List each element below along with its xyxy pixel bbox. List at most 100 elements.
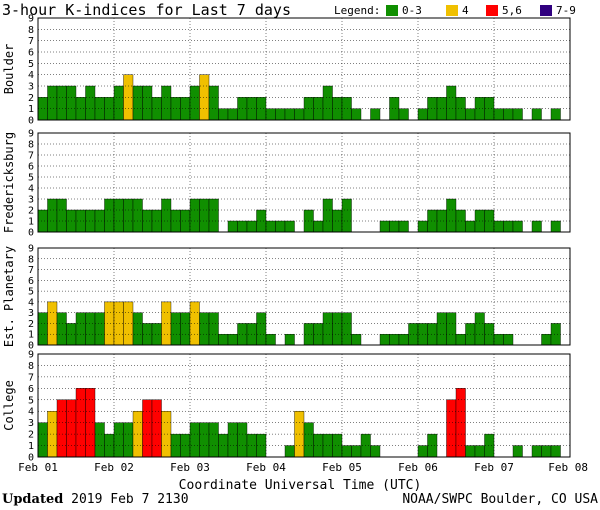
- bar: [66, 85, 77, 121]
- panel-label-est-planetary: Est. Planetary: [2, 246, 16, 347]
- bar: [503, 334, 514, 346]
- legend-item-4: 4: [462, 4, 469, 17]
- bar: [237, 220, 248, 233]
- bar: [379, 334, 390, 346]
- bar: [294, 108, 305, 121]
- bar: [208, 312, 219, 346]
- y-tick-label: 8: [28, 361, 34, 372]
- bar: [541, 445, 552, 458]
- bar: [94, 312, 105, 346]
- bar: [142, 399, 153, 458]
- bar: [322, 85, 333, 121]
- y-tick-label: 7: [28, 265, 34, 276]
- bar: [446, 399, 457, 458]
- bar: [85, 85, 96, 121]
- panel-fredericksburg-frame: [37, 132, 571, 233]
- bar: [170, 312, 181, 346]
- bar: [332, 312, 343, 346]
- bar: [47, 411, 58, 458]
- bar: [531, 220, 542, 233]
- bar: [446, 198, 457, 233]
- y-tick-label: 0: [28, 116, 34, 127]
- bar: [550, 108, 561, 121]
- bar: [227, 108, 238, 121]
- bar: [541, 334, 552, 346]
- bar: [341, 312, 352, 346]
- bar: [265, 220, 276, 233]
- bar: [227, 334, 238, 346]
- bar: [284, 445, 295, 458]
- bar: [161, 85, 172, 121]
- bar: [123, 198, 134, 233]
- panel-est-planetary-frame: [37, 247, 571, 346]
- legend-label: Legend:: [334, 4, 381, 17]
- bar: [275, 108, 286, 121]
- panel-college-frame: [37, 353, 571, 458]
- y-tick-label: 9: [28, 14, 34, 25]
- y-tick-label: 8: [28, 254, 34, 265]
- bar: [94, 422, 105, 458]
- bar: [113, 85, 124, 121]
- bar: [56, 198, 67, 233]
- y-tick-label: 8: [28, 25, 34, 36]
- bar: [446, 85, 457, 121]
- y-tick-label: 4: [28, 407, 34, 418]
- updated-value: 2019 Feb 7 2130: [71, 492, 189, 507]
- bar: [56, 312, 67, 346]
- bar: [275, 220, 286, 233]
- bar: [531, 445, 542, 458]
- legend-swatch-7-9: [540, 5, 552, 16]
- y-tick-label: 7: [28, 36, 34, 47]
- bar: [512, 220, 523, 233]
- y-tick-label: 3: [28, 418, 34, 429]
- bar: [151, 399, 162, 458]
- bar: [446, 312, 457, 346]
- bar: [398, 108, 409, 121]
- bar: [199, 422, 210, 458]
- bar: [47, 85, 58, 121]
- y-tick-label: 5: [28, 59, 34, 70]
- y-tick-label: 9: [28, 244, 34, 255]
- y-tick-label: 0: [28, 453, 34, 464]
- y-tick-label: 2: [28, 93, 34, 104]
- bar: [56, 399, 67, 458]
- bar: [284, 220, 295, 233]
- bar: [436, 97, 447, 121]
- bar: [37, 209, 48, 233]
- bar: [199, 198, 210, 233]
- bar: [37, 312, 48, 346]
- y-tick-label: 2: [28, 430, 34, 441]
- panel-boulder-frame: [37, 17, 571, 121]
- bar: [550, 323, 561, 346]
- bar: [218, 108, 229, 121]
- bar: [113, 422, 124, 458]
- bar: [47, 198, 58, 233]
- bar: [94, 209, 105, 233]
- bar: [284, 334, 295, 346]
- bar: [512, 108, 523, 121]
- y-tick-label: 2: [28, 206, 34, 217]
- x-tick-label: Feb 08: [548, 461, 588, 474]
- bar: [465, 108, 476, 121]
- bar: [104, 301, 115, 346]
- y-tick-label: 3: [28, 308, 34, 319]
- bar: [474, 312, 485, 346]
- bar: [503, 220, 514, 233]
- bar: [132, 312, 143, 346]
- bar: [417, 445, 428, 458]
- bar: [531, 108, 542, 121]
- k-index-chart: 0123456789Boulder0123456789Fredericksbur…: [2, 14, 588, 475]
- bar: [85, 312, 96, 346]
- x-tick-label: Feb 01: [18, 461, 58, 474]
- legend-item-5-6: 5,6: [502, 4, 522, 17]
- bar: [370, 108, 381, 121]
- bar: [493, 220, 504, 233]
- y-tick-label: 5: [28, 395, 34, 406]
- panel-label-fredericksburg: Fredericksburg: [2, 132, 16, 233]
- y-tick-label: 4: [28, 297, 34, 308]
- bar: [465, 445, 476, 458]
- y-tick-label: 1: [28, 104, 34, 115]
- bar: [208, 85, 219, 121]
- legend-swatch-0-3: [386, 5, 398, 16]
- bar: [161, 301, 172, 346]
